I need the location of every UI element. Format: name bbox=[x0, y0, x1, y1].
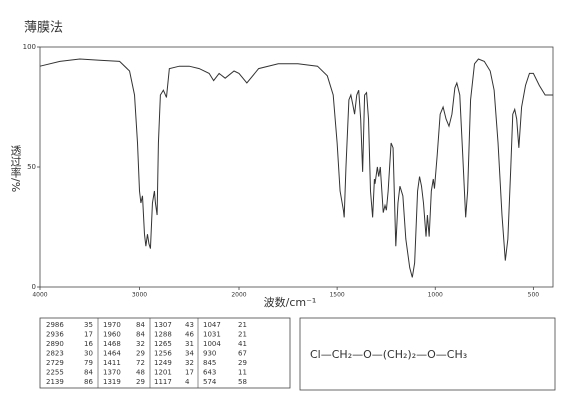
structure-frame bbox=[299, 317, 556, 391]
x-tick-label: 4000 bbox=[32, 292, 47, 299]
peak-table-cell: 29 bbox=[136, 350, 145, 358]
peak-table-cell: 30 bbox=[84, 350, 93, 358]
peak-table-cell: 48 bbox=[136, 369, 145, 377]
peak-table-cell: 2890 bbox=[46, 340, 64, 348]
peak-table-cell: 72 bbox=[136, 359, 145, 367]
peak-table-cell: 32 bbox=[136, 340, 145, 348]
x-tick-label: 2000 bbox=[231, 292, 246, 299]
peak-table-cell: 17 bbox=[84, 331, 93, 339]
peak-table-cell: 16 bbox=[84, 340, 93, 348]
peak-table-cell: 2936 bbox=[46, 331, 64, 339]
peak-table-cell: 1117 bbox=[154, 378, 172, 386]
x-axis-label: 波数/cm⁻¹ bbox=[264, 296, 317, 309]
y-tick-label: 50 bbox=[27, 163, 36, 171]
peak-table-cell: 1249 bbox=[154, 359, 172, 367]
peak-table-cell: 1031 bbox=[203, 331, 221, 339]
peak-table-cell: 1004 bbox=[203, 340, 221, 348]
peak-table-cell: 46 bbox=[185, 331, 194, 339]
peak-table-cell: 2986 bbox=[46, 321, 64, 329]
peak-table-cell: 86 bbox=[84, 378, 93, 386]
peak-table-cell: 1047 bbox=[203, 321, 221, 329]
peak-table-cell: 79 bbox=[84, 359, 93, 367]
chart-title: 薄膜法 bbox=[24, 21, 63, 36]
y-axis-label: 透过率/% bbox=[9, 145, 22, 192]
peak-table-cell: 1464 bbox=[103, 350, 121, 358]
peak-table-cell: 1370 bbox=[103, 369, 121, 377]
x-tick-label: 1500 bbox=[329, 292, 344, 299]
peak-table-cell: 1256 bbox=[154, 350, 172, 358]
peak-table-cell: 1307 bbox=[154, 321, 172, 329]
peak-table-cell: 1411 bbox=[103, 359, 121, 367]
peak-table-cell: 29 bbox=[238, 359, 247, 367]
peak-table-cell: 2729 bbox=[46, 359, 64, 367]
spectrum-line bbox=[39, 58, 553, 278]
y-tick-label: 0 bbox=[32, 283, 36, 291]
peak-table-cell: 35 bbox=[84, 321, 93, 329]
peak-table-cell: 84 bbox=[136, 321, 145, 329]
plot-frame bbox=[39, 46, 554, 288]
peak-table-cell: 1970 bbox=[103, 321, 121, 329]
peak-table-cell: 2139 bbox=[46, 378, 64, 386]
peak-table-cell: 43 bbox=[185, 321, 194, 329]
peak-table-cell: 2255 bbox=[46, 369, 64, 377]
structure-formula: Cl—CH₂—O—(CH₂)₂—O—CH₃ bbox=[310, 348, 467, 361]
peak-table-cell: 31 bbox=[185, 340, 194, 348]
peak-table-frame bbox=[39, 317, 291, 389]
peak-table-cell: 21 bbox=[238, 331, 247, 339]
peak-table-cell: 1288 bbox=[154, 331, 172, 339]
peak-table-cell: 1960 bbox=[103, 331, 121, 339]
peak-table-cell: 29 bbox=[136, 378, 145, 386]
peak-table-cell: 2823 bbox=[46, 350, 64, 358]
peak-table-cell: 17 bbox=[185, 369, 194, 377]
peak-table-cell: 4 bbox=[185, 378, 190, 386]
peak-table-cell: 84 bbox=[136, 331, 145, 339]
peak-table-cell: 1319 bbox=[103, 378, 121, 386]
peak-table-cell: 930 bbox=[203, 350, 216, 358]
peak-table-cell: 32 bbox=[185, 359, 194, 367]
peak-table-cell: 11 bbox=[238, 369, 247, 377]
peak-table-cell: 1265 bbox=[154, 340, 172, 348]
peak-table-cell: 1468 bbox=[103, 340, 121, 348]
peak-table-cell: 1201 bbox=[154, 369, 172, 377]
peak-table-cell: 21 bbox=[238, 321, 247, 329]
x-tick-label: 3000 bbox=[132, 292, 147, 299]
x-tick-label: 1000 bbox=[428, 292, 443, 299]
peak-table-cell: 643 bbox=[203, 369, 216, 377]
peak-table-cell: 67 bbox=[238, 350, 247, 358]
peak-table-cell: 34 bbox=[185, 350, 194, 358]
peak-table-cell: 845 bbox=[203, 359, 216, 367]
x-tick-label: 500 bbox=[528, 292, 540, 299]
peak-table-cell: 84 bbox=[84, 369, 93, 377]
peak-table-cell: 58 bbox=[238, 378, 247, 386]
y-tick-label: 100 bbox=[23, 43, 36, 51]
peak-table-cell: 574 bbox=[203, 378, 217, 386]
peak-table-cell: 41 bbox=[238, 340, 247, 348]
